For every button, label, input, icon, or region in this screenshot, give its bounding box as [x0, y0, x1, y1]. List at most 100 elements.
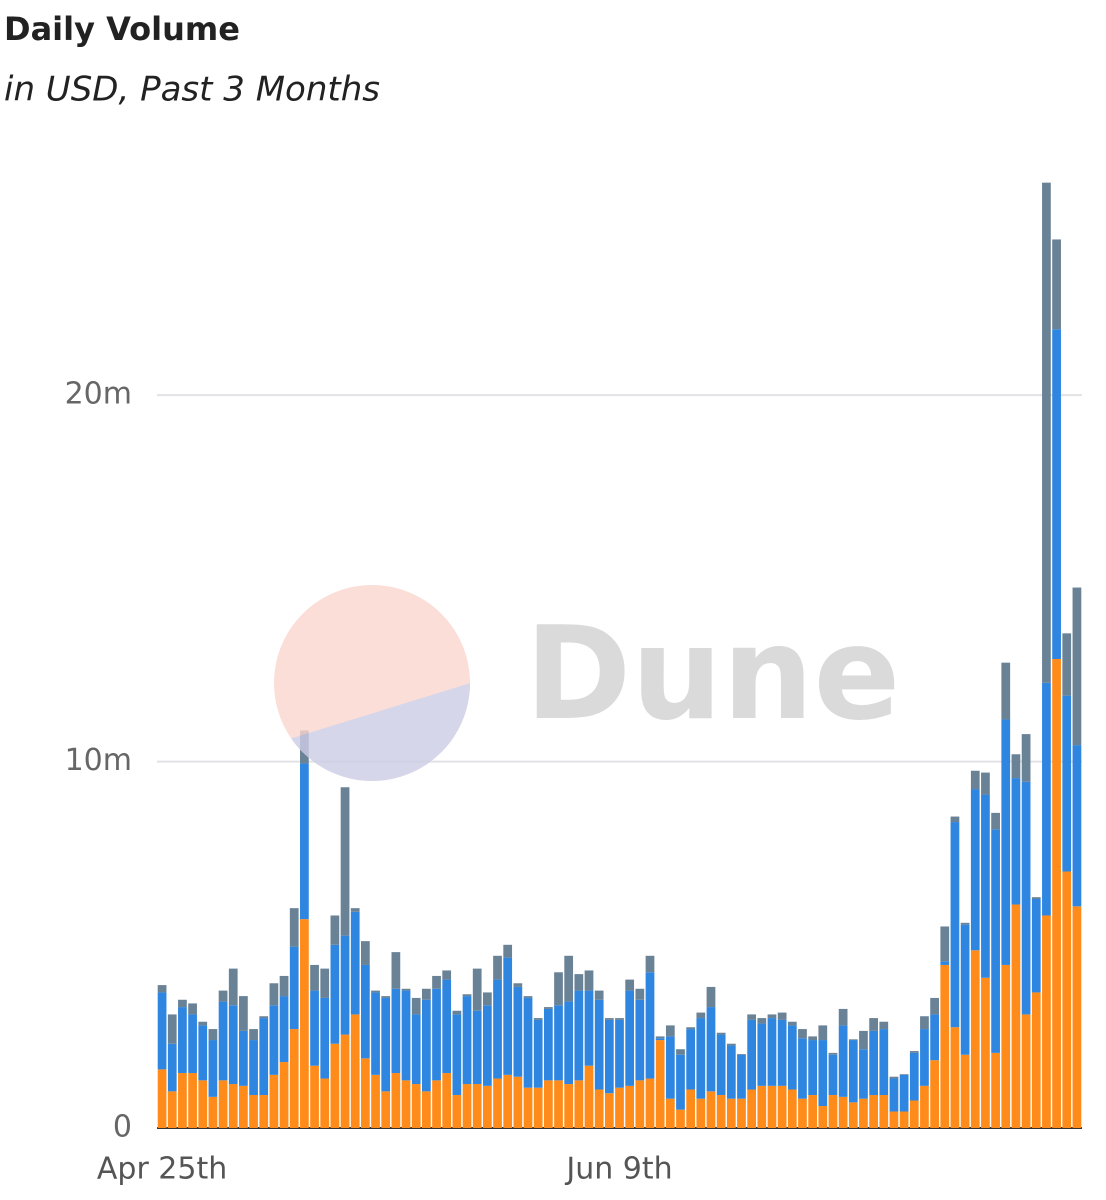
- bar-segment: [686, 1027, 696, 1030]
- bar-segment: [361, 964, 370, 1059]
- bar-segment: [1001, 719, 1011, 965]
- bar-segment: [340, 787, 350, 936]
- bar-segment: [228, 1084, 238, 1128]
- y-tick-label: 0: [113, 1110, 132, 1145]
- bar-segment: [543, 1080, 553, 1128]
- bar-segment: [554, 1005, 563, 1081]
- bar-segment: [615, 1018, 624, 1020]
- bar-segment: [330, 944, 340, 1044]
- bar-segment: [787, 1021, 797, 1026]
- bar-segment: [930, 997, 939, 1015]
- bar-segment: [503, 957, 513, 1075]
- bar-segment: [1052, 239, 1061, 330]
- bar-segment: [493, 979, 502, 1079]
- bar-segment: [869, 1030, 878, 1096]
- bar-segment: [310, 964, 319, 991]
- bar-segment: [178, 1007, 187, 1074]
- bar-segment: [848, 1040, 858, 1103]
- bar-segment: [1072, 745, 1082, 907]
- bar-segment: [310, 990, 319, 1066]
- bar-segment: [828, 1095, 838, 1128]
- bar-segment: [1011, 778, 1021, 905]
- bar-segment: [737, 1053, 746, 1055]
- bar-segment: [482, 1085, 492, 1128]
- bar-segment: [381, 1091, 391, 1128]
- chart-subtitle: in USD, Past 3 Months: [4, 70, 380, 110]
- bar-segment: [848, 1039, 858, 1041]
- bar-segment: [615, 1087, 624, 1128]
- bar-segment: [838, 1008, 848, 1026]
- bar-segment: [950, 822, 960, 1028]
- bar-segment: [828, 1054, 838, 1096]
- bar-segment: [696, 1098, 706, 1128]
- bar-segment: [178, 999, 187, 1008]
- bar-segment: [208, 1096, 218, 1128]
- bar-segment: [991, 1052, 1000, 1128]
- bar-segment: [523, 996, 533, 998]
- bar-segment: [798, 1098, 807, 1128]
- bar-segment: [696, 1012, 706, 1019]
- bar-segment: [289, 1029, 299, 1128]
- bar-segment: [970, 789, 980, 951]
- bar-segment: [981, 772, 990, 795]
- bar-segment: [1021, 781, 1031, 1015]
- bar-segment: [533, 1018, 543, 1020]
- bar-segment: [330, 1043, 340, 1128]
- bar-segment: [859, 1049, 868, 1099]
- bar-segment: [716, 1034, 726, 1096]
- bar-segment: [381, 997, 391, 1092]
- bar-segment: [767, 1018, 777, 1086]
- bar-segment: [330, 915, 340, 945]
- bar-segment: [452, 1014, 462, 1096]
- bar-segment: [1031, 992, 1041, 1128]
- bar-segment: [991, 829, 1000, 1053]
- bar-segment: [493, 1078, 502, 1128]
- bar-segment: [665, 1025, 675, 1037]
- bar-segment: [259, 1095, 269, 1128]
- bar-segment: [564, 955, 574, 1002]
- bar-segment: [523, 1087, 533, 1128]
- bar-segment: [818, 1106, 828, 1128]
- bar-segment: [554, 972, 563, 1006]
- bar-segment: [350, 1014, 360, 1128]
- bar-segment: [259, 1018, 269, 1096]
- bar-segment: [411, 1014, 421, 1085]
- bar-segment: [747, 1014, 757, 1020]
- bar-segment: [269, 1074, 279, 1128]
- bar-segment: [523, 997, 533, 1088]
- bar-segment: [635, 988, 645, 1000]
- bar-segment: [381, 996, 391, 998]
- bar-segment: [1031, 898, 1041, 993]
- bar-segment: [889, 1111, 899, 1128]
- bar-segment: [340, 935, 350, 1035]
- bar-segment: [320, 968, 330, 998]
- bar-segment: [909, 1052, 919, 1101]
- bar-segment: [513, 1076, 523, 1128]
- bar-segment: [239, 996, 248, 1031]
- bar-segment: [1001, 662, 1011, 720]
- bar-segment: [726, 1045, 736, 1099]
- bar-segment: [472, 968, 482, 1011]
- bar-segment: [1052, 329, 1061, 659]
- bar-segment: [625, 979, 635, 991]
- bar-segment: [249, 1095, 258, 1128]
- bar-segment: [462, 1084, 472, 1128]
- bar-segment: [676, 1109, 685, 1128]
- bar-segment: [462, 994, 472, 997]
- bar-segment: [950, 1027, 960, 1128]
- bar-segment: [879, 1029, 889, 1096]
- bar-segment: [411, 997, 421, 1015]
- bar-segment: [889, 1078, 899, 1112]
- bar-segment: [696, 1018, 706, 1099]
- bar-segment: [289, 946, 299, 1030]
- bar-segment: [533, 1019, 543, 1088]
- bar-segment: [574, 974, 584, 991]
- bar-segment: [615, 1019, 624, 1088]
- bar-segment: [361, 941, 370, 965]
- watermark: Dune: [274, 585, 900, 781]
- bar-segment: [960, 924, 970, 1055]
- bar-segment: [899, 1074, 909, 1075]
- bar-segment: [442, 1073, 452, 1128]
- bar-segment: [167, 1014, 177, 1044]
- bar-segment: [361, 1058, 370, 1128]
